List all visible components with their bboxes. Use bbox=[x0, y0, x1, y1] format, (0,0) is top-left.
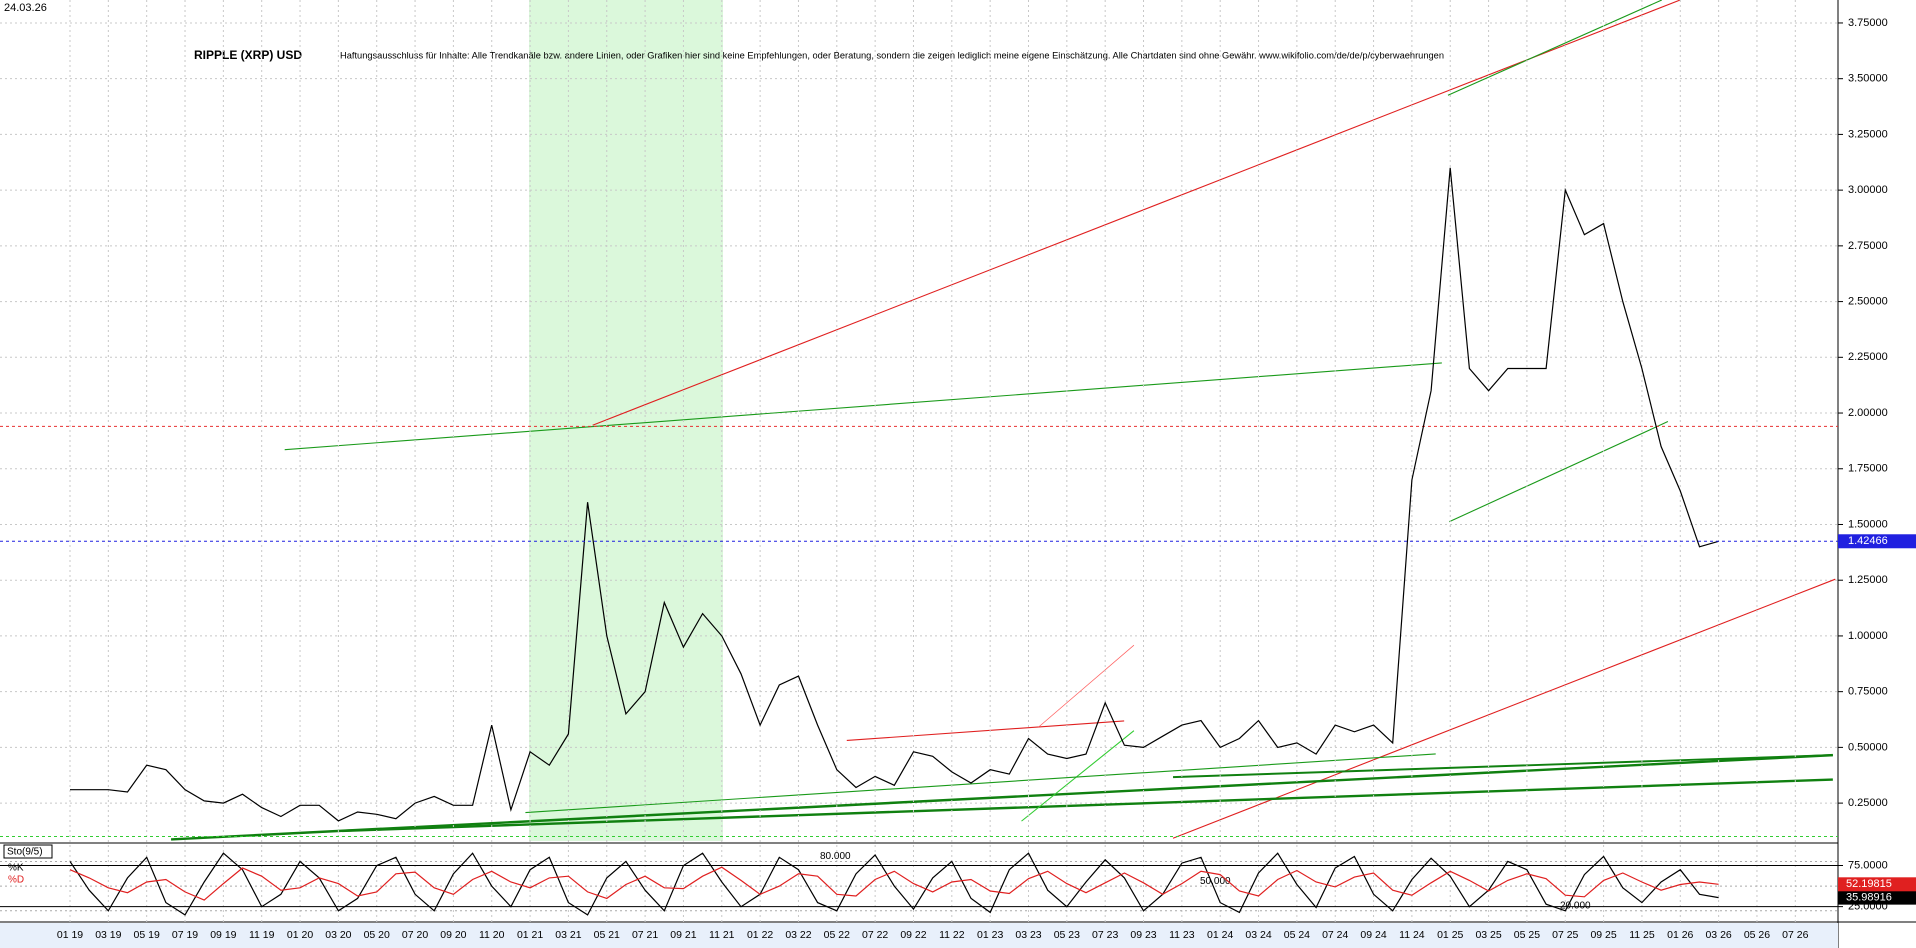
y-tick-label: 2.50000 bbox=[1848, 295, 1888, 307]
price-line bbox=[69, 852, 1719, 916]
x-tick-label: 01 19 bbox=[57, 929, 83, 941]
trendlines bbox=[171, 0, 1836, 841]
x-tick-label: 11 21 bbox=[709, 929, 735, 941]
x-tick-label: 03 26 bbox=[1705, 929, 1731, 941]
y-tick-label: 1.75000 bbox=[1848, 463, 1888, 475]
x-tick-label: 03 23 bbox=[1015, 929, 1041, 941]
x-tick-label: 07 25 bbox=[1552, 929, 1578, 941]
legend-entry: %D bbox=[8, 875, 24, 886]
x-tick-label: 05 26 bbox=[1744, 929, 1770, 941]
x-tick-label: 07 19 bbox=[172, 929, 198, 941]
x-tick-label: 03 20 bbox=[325, 929, 351, 941]
x-tick-label: 03 25 bbox=[1475, 929, 1501, 941]
x-tick-label: 07 22 bbox=[862, 929, 888, 941]
level-label: 20.000 bbox=[1560, 900, 1591, 911]
x-tick-label: 03 22 bbox=[785, 929, 811, 941]
x-tick-label: 01 22 bbox=[747, 929, 773, 941]
y-tick-label: 2.75000 bbox=[1848, 240, 1888, 252]
x-tick-label: 11 19 bbox=[249, 929, 275, 941]
price-line bbox=[70, 167, 1719, 822]
indicator-value-box bbox=[1838, 877, 1916, 892]
y-tick-label: 0.75000 bbox=[1848, 686, 1888, 698]
y-tick-label: 1.50000 bbox=[1848, 518, 1888, 530]
x-tick-label: 09 21 bbox=[670, 929, 696, 941]
level-label: 50.000 bbox=[1200, 876, 1231, 887]
highlight-band bbox=[529, 0, 723, 841]
x-tick-label: 09 24 bbox=[1360, 929, 1386, 941]
x-tick-label: 05 19 bbox=[134, 929, 160, 941]
indicator-tick-label: 75.0000 bbox=[1848, 859, 1888, 871]
disclaimer: Haftungsausschluss für Inhalte: Alle Tre… bbox=[340, 50, 1444, 60]
x-tick-label: 09 23 bbox=[1130, 929, 1156, 941]
x-tick-label: 03 19 bbox=[95, 929, 121, 941]
indicator-box bbox=[3, 844, 53, 859]
x-tick-label: 09 22 bbox=[900, 929, 926, 941]
y-tick-label: 1.25000 bbox=[1848, 574, 1888, 586]
price-line bbox=[69, 866, 1719, 901]
x-tick-label: 11 25 bbox=[1629, 929, 1655, 941]
indicator-value-box bbox=[1838, 890, 1916, 905]
indicator-title: Sto(9/5) bbox=[7, 847, 43, 858]
x-axis-band bbox=[0, 923, 1838, 948]
y-tick-label: 3.25000 bbox=[1848, 128, 1888, 140]
y-tick-label: 3.50000 bbox=[1848, 73, 1888, 85]
x-tick-label: 03 24 bbox=[1245, 929, 1271, 941]
x-tick-label: 11 23 bbox=[1169, 929, 1195, 941]
x-tick-label: 01 24 bbox=[1207, 929, 1233, 941]
current-price-label: 1.42466 bbox=[1848, 535, 1888, 547]
level-label: 80.000 bbox=[820, 851, 851, 862]
x-tick-label: 09 20 bbox=[440, 929, 466, 941]
x-tick-label: 09 19 bbox=[210, 929, 236, 941]
y-tick-label: 0.50000 bbox=[1848, 741, 1888, 753]
y-tick-label: 3.75000 bbox=[1848, 17, 1888, 29]
x-tick-label: 01 26 bbox=[1667, 929, 1693, 941]
x-tick-label: 11 24 bbox=[1399, 929, 1425, 941]
y-tick-label: 0.25000 bbox=[1848, 797, 1888, 809]
y-tick-label: 2.25000 bbox=[1848, 351, 1888, 363]
y-tick-label: 2.00000 bbox=[1848, 407, 1888, 419]
x-tick-label: 05 22 bbox=[824, 929, 850, 941]
x-tick-label: 05 23 bbox=[1054, 929, 1080, 941]
x-tick-label: 05 21 bbox=[594, 929, 620, 941]
date: 24.03.26 bbox=[4, 2, 47, 14]
x-tick-label: 11 22 bbox=[939, 929, 965, 941]
x-tick-label: 07 21 bbox=[632, 929, 658, 941]
x-tick-label: 07 23 bbox=[1092, 929, 1118, 941]
indicator-value-label: 35.98916 bbox=[1846, 892, 1892, 904]
y-tick-label: 1.00000 bbox=[1848, 630, 1888, 642]
x-tick-label: 03 21 bbox=[555, 929, 581, 941]
x-tick-label: 05 24 bbox=[1284, 929, 1310, 941]
x-tick-label: 07 24 bbox=[1322, 929, 1348, 941]
x-tick-label: 01 21 bbox=[517, 929, 543, 941]
x-tick-label: 01 20 bbox=[287, 929, 313, 941]
x-tick-label: 01 23 bbox=[977, 929, 1003, 941]
x-tick-label: 07 20 bbox=[402, 929, 428, 941]
indicator-value-label: 52.19815 bbox=[1846, 878, 1892, 890]
x-tick-label: 09 25 bbox=[1590, 929, 1616, 941]
legend-entry: %K bbox=[8, 863, 24, 874]
chart-title: RIPPLE (XRP) USD bbox=[194, 48, 302, 62]
y-tick-label: 3.00000 bbox=[1848, 184, 1888, 196]
x-tick-label: 05 20 bbox=[364, 929, 390, 941]
x-tick-label: 01 25 bbox=[1437, 929, 1463, 941]
x-tick-label: 11 20 bbox=[479, 929, 505, 941]
current-price-box bbox=[1838, 534, 1916, 549]
x-tick-label: 05 25 bbox=[1514, 929, 1540, 941]
x-tick-label: 07 26 bbox=[1782, 929, 1808, 941]
